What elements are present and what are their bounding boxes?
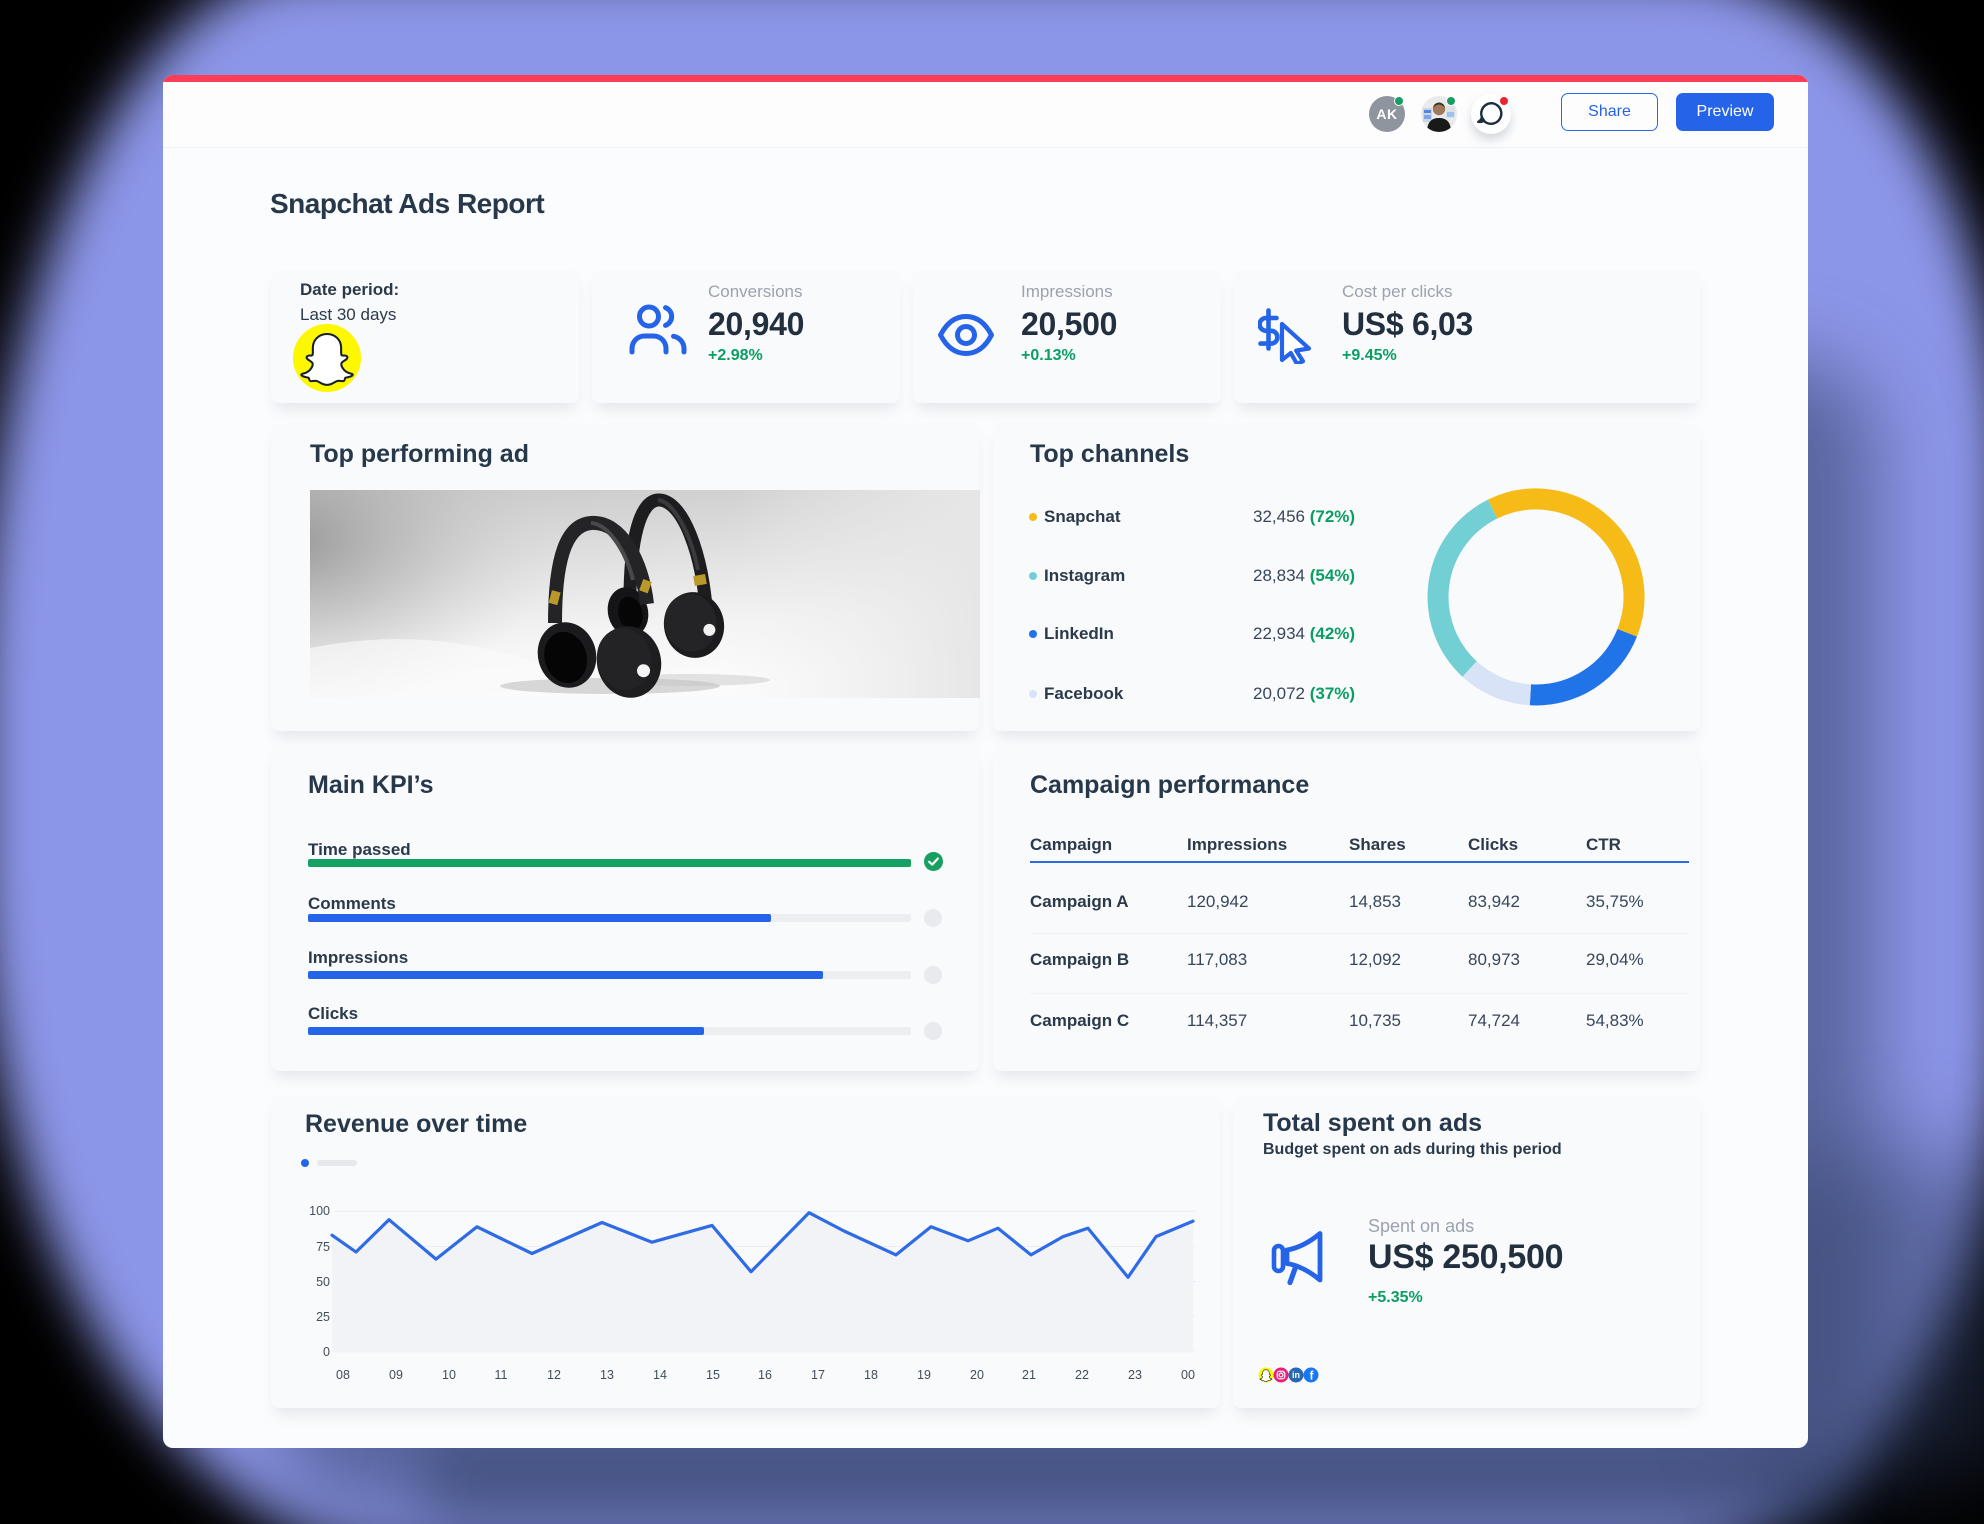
svg-text:in: in	[1292, 1370, 1300, 1380]
svg-text:f: f	[1310, 1370, 1314, 1382]
